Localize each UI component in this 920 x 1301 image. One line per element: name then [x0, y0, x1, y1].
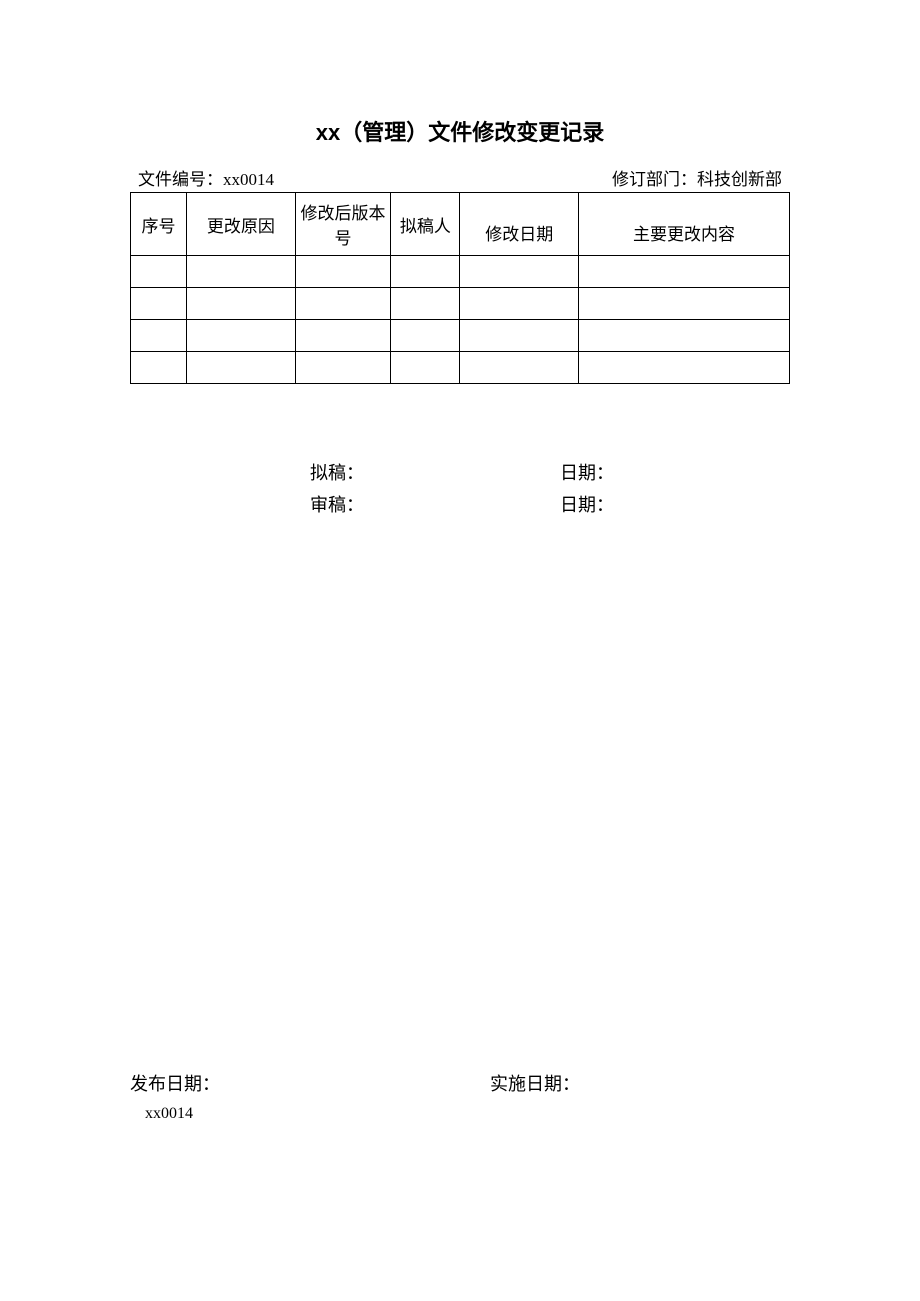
table-row — [131, 256, 790, 288]
cell-reason — [187, 256, 296, 288]
cell-reason — [187, 320, 296, 352]
cell-seq — [131, 256, 187, 288]
cell-seq — [131, 320, 187, 352]
meta-row: 文件编号：xx0014 修订部门：科技创新部 — [130, 165, 790, 192]
table-row — [131, 320, 790, 352]
cell-version — [295, 288, 391, 320]
review-label: 审稿： — [310, 491, 560, 517]
cell-content — [579, 320, 790, 352]
cell-drafter — [391, 352, 460, 384]
cell-drafter — [391, 256, 460, 288]
revision-dept-label: 修订部门： — [612, 170, 697, 189]
cell-content — [579, 288, 790, 320]
cell-date — [460, 288, 579, 320]
cell-date — [460, 352, 579, 384]
cell-seq — [131, 352, 187, 384]
cell-drafter — [391, 288, 460, 320]
document-title: xx（管理）文件修改变更记录 — [130, 115, 790, 147]
cell-date — [460, 256, 579, 288]
table-row — [131, 288, 790, 320]
cell-reason — [187, 352, 296, 384]
revision-dept: 修订部门：科技创新部 — [612, 165, 782, 190]
signature-row-draft: 拟稿： 日期： — [130, 459, 790, 485]
cell-seq — [131, 288, 187, 320]
signature-block: 拟稿： 日期： 审稿： 日期： — [130, 459, 790, 517]
cell-version — [295, 256, 391, 288]
col-header-seq: 序号 — [131, 193, 187, 256]
file-number-label: 文件编号： — [138, 170, 223, 189]
col-header-version: 修改后版本号 — [295, 193, 391, 256]
cell-version — [295, 320, 391, 352]
cell-version — [295, 352, 391, 384]
cell-content — [579, 256, 790, 288]
file-number: 文件编号：xx0014 — [138, 165, 274, 190]
table-header-row: 序号 更改原因 修改后版本号 拟稿人 修改日期 主要更改内容 — [131, 193, 790, 256]
file-number-value: xx0014 — [223, 170, 274, 189]
signature-row-review: 审稿： 日期： — [130, 491, 790, 517]
footer-dates: 发布日期： 实施日期： — [130, 1070, 790, 1096]
review-date-label: 日期： — [560, 491, 710, 517]
cell-drafter — [391, 320, 460, 352]
cell-content — [579, 352, 790, 384]
implement-date-label: 实施日期： — [490, 1070, 790, 1096]
cell-reason — [187, 288, 296, 320]
col-header-drafter: 拟稿人 — [391, 193, 460, 256]
publish-date-label: 发布日期： — [130, 1070, 490, 1096]
col-header-date: 修改日期 — [460, 193, 579, 256]
table-row — [131, 352, 790, 384]
cell-date — [460, 320, 579, 352]
footer-code: xx0014 — [145, 1105, 193, 1123]
draft-date-label: 日期： — [560, 459, 710, 485]
col-header-content: 主要更改内容 — [579, 193, 790, 256]
change-record-table: 序号 更改原因 修改后版本号 拟稿人 修改日期 主要更改内容 — [130, 192, 790, 384]
draft-label: 拟稿： — [310, 459, 560, 485]
revision-dept-value: 科技创新部 — [697, 170, 782, 189]
col-header-reason: 更改原因 — [187, 193, 296, 256]
